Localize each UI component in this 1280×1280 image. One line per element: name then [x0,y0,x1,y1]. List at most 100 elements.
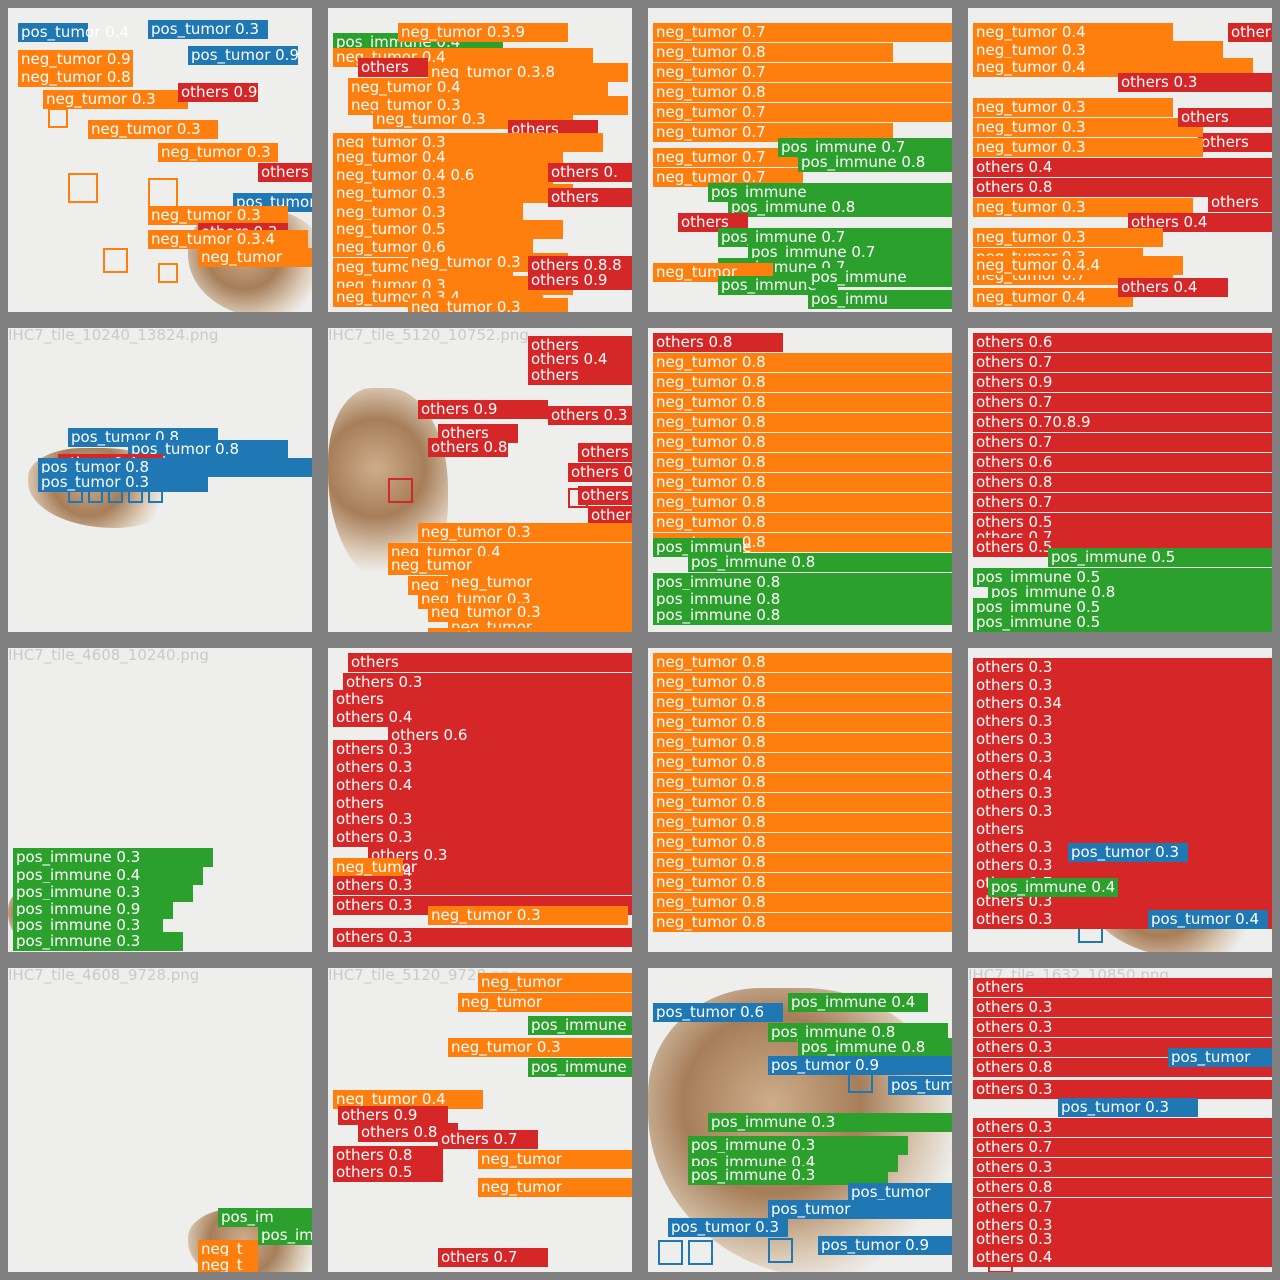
detection-label: pos_immune 0.8 [768,1023,948,1042]
detection-label: others 0.3 [973,1158,1272,1177]
detection-label: others 0.3 [973,802,1272,821]
detection-label: neg_tumor [478,1178,632,1197]
detection-label: pos_tumor 0.9 [768,1056,952,1075]
detection-label: pos_immune 0.5 [973,598,1272,617]
image-tile: IHC7_tile_1632_10850.png others others 0.3… [960,960,1280,1280]
detection-label: others 0.4 [1118,278,1228,297]
detection-label: neg_tumor 0.3 [88,120,218,139]
detection-label: others 0.3 [973,658,1272,677]
detection-label: others 0.8 [428,438,508,457]
detection-label: others 0.3 [973,1018,1272,1037]
detection-label: pos_immune 0.3 [708,1113,952,1132]
detection-label: neg_tumor [388,556,632,575]
detection-label: neg_tumor 0.4 0.6 [333,166,553,185]
detection-label: pos_immune 0.3 [13,916,163,935]
detection-label: pos_immune 0.5 [1048,548,1272,567]
detection-box [48,108,68,128]
detection-label: others 0.3 [333,740,632,759]
detection-label: neg_tumor 0.3 [43,90,188,109]
detection-label: pos_tumor 0.3 [1058,1098,1198,1117]
detection-label: others [1208,193,1272,212]
detection-label: pos_tumor 0.3 [38,473,208,492]
detection-label: neg_tumor 0.7 [653,63,952,82]
detection-box [658,1240,683,1265]
detection-label: neg_tumor 0.3 [448,1038,632,1057]
image-tile: IHC7_tile_4608_9728.png pos_im pos_im neg_t… [0,960,320,1280]
detection-label: pos_im [218,1208,312,1227]
detection-label: neg_tumor 0.8 [653,793,952,812]
detection-label: pos_tumor [848,1183,952,1202]
detection-label: others 0.3 [548,406,632,425]
detection-label: pos_immune 0.3 [13,848,213,867]
detection-label: pos_immune [528,1058,632,1077]
detection-label: neg_tumor [478,973,632,992]
detection-label: pos_immune 0.3 [13,932,183,951]
detection-label: neg_tumor 0.7 [653,148,803,167]
image-tile: neg_tumor 0.8 neg_tumor 0.8 neg_tumor 0.8 n… [640,640,960,960]
detection-label: others 0.34 [973,694,1272,713]
detection-label: neg_tumor 0.8 [653,513,952,532]
detection-label: pos_immune 0.8 [798,153,952,172]
detection-label: others 0.7 [438,1248,548,1267]
detection-label: others 0.3 [973,1230,1272,1249]
detection-label: others 0.8 [973,178,1272,197]
detection-label: others 0.4 [333,776,632,795]
detection-label: neg_tumor 0.8 [653,83,952,102]
detection-label: others 0.4 [528,350,632,369]
detection-label: neg_tumor 0.3 [973,198,1193,217]
detection-label: neg_tumor 0.3 [973,228,1163,247]
tile-filename: IHC7_tile_5120_9728.png [328,966,520,984]
tile-filename: IHC7_tile_5120_10752.png [328,326,529,344]
detection-box [158,263,178,283]
detection-label: others 0.6 [973,333,1272,352]
detection-label: others [358,58,428,77]
detection-label: pos_immune 0.8 [688,553,952,572]
detection-label: neg_tumor 0.8 [653,413,952,432]
detection-label: others [333,690,632,709]
detection-label: neg_tumor 0.4 [973,58,1253,77]
detection-label: pos_tumor 0.9 [188,46,299,65]
tile-filename: IHC7_tile_4608_9728.png [8,966,200,984]
detection-box [688,1240,713,1265]
image-tile: pos_immune 0.4 neg_tumor 0.3.9 neg_tumor 0… [320,0,640,320]
detection-label: others 0.3 [973,748,1272,767]
detection-label: others 0.3 [1118,73,1272,92]
detection-label: neg_tumor 0.8 [653,853,952,872]
detection-label: neg_tumor 0.3 [428,906,628,925]
detection-label: others [1178,108,1272,127]
detection-label: others [348,653,632,672]
detection-label: neg_tumor 0.3 [373,110,573,129]
detection-label: others 0.4 [333,708,632,727]
detection-label: others 0.3 [333,828,632,847]
detection-label: others 0.7 [973,493,1272,512]
detection-label: neg_tumor 0.3 [973,98,1173,117]
detection-label: neg_tumor 0.8 [653,913,952,932]
detection-label: others 0.3 [973,730,1272,749]
detection-label: neg_tumor 0.3 [428,603,632,622]
image-tile: neg_tumor 0.4 neg_tumor 0.3 neg_tumor 0.4 o… [960,0,1280,320]
detection-label: neg_tumor 0.8 [653,753,952,772]
detection-label: others [333,794,632,813]
detection-label: neg_tumor 0.3 [973,41,1223,60]
detection-label: neg_tumor 0.4 [348,78,608,97]
detection-label: others 0.3 [343,673,632,692]
detection-label: pos_immune 0.3 [13,883,193,902]
detection-label: others 0.4 [1128,213,1272,232]
image-tile: others 0.6 others 0.7 others 0.9 others 0.7… [960,320,1280,640]
detection-label: pos_immune 0.5 [973,568,1272,587]
detection-label: others 0.6 [973,453,1272,472]
detection-label: pos_immune [528,1016,632,1035]
detection-label: others [1198,133,1272,152]
detection-label: others [578,486,632,505]
detection-label: neg_tumor 0.8 [653,833,952,852]
detection-label: neg_tumor 0.3 [408,298,568,312]
detection-label: neg_tumor 0.8 [653,893,952,912]
detection-label: others 0.8 [653,333,783,352]
detection-label: others [548,188,632,207]
detection-label: pos_tumor 0.8 [38,458,312,477]
detection-label: neg_tumor 0.5 [333,220,563,239]
detection-label: others 0.3 [973,1080,1272,1099]
detection-label: neg_tumor 0.8 [18,68,133,87]
detection-box [768,1238,793,1263]
